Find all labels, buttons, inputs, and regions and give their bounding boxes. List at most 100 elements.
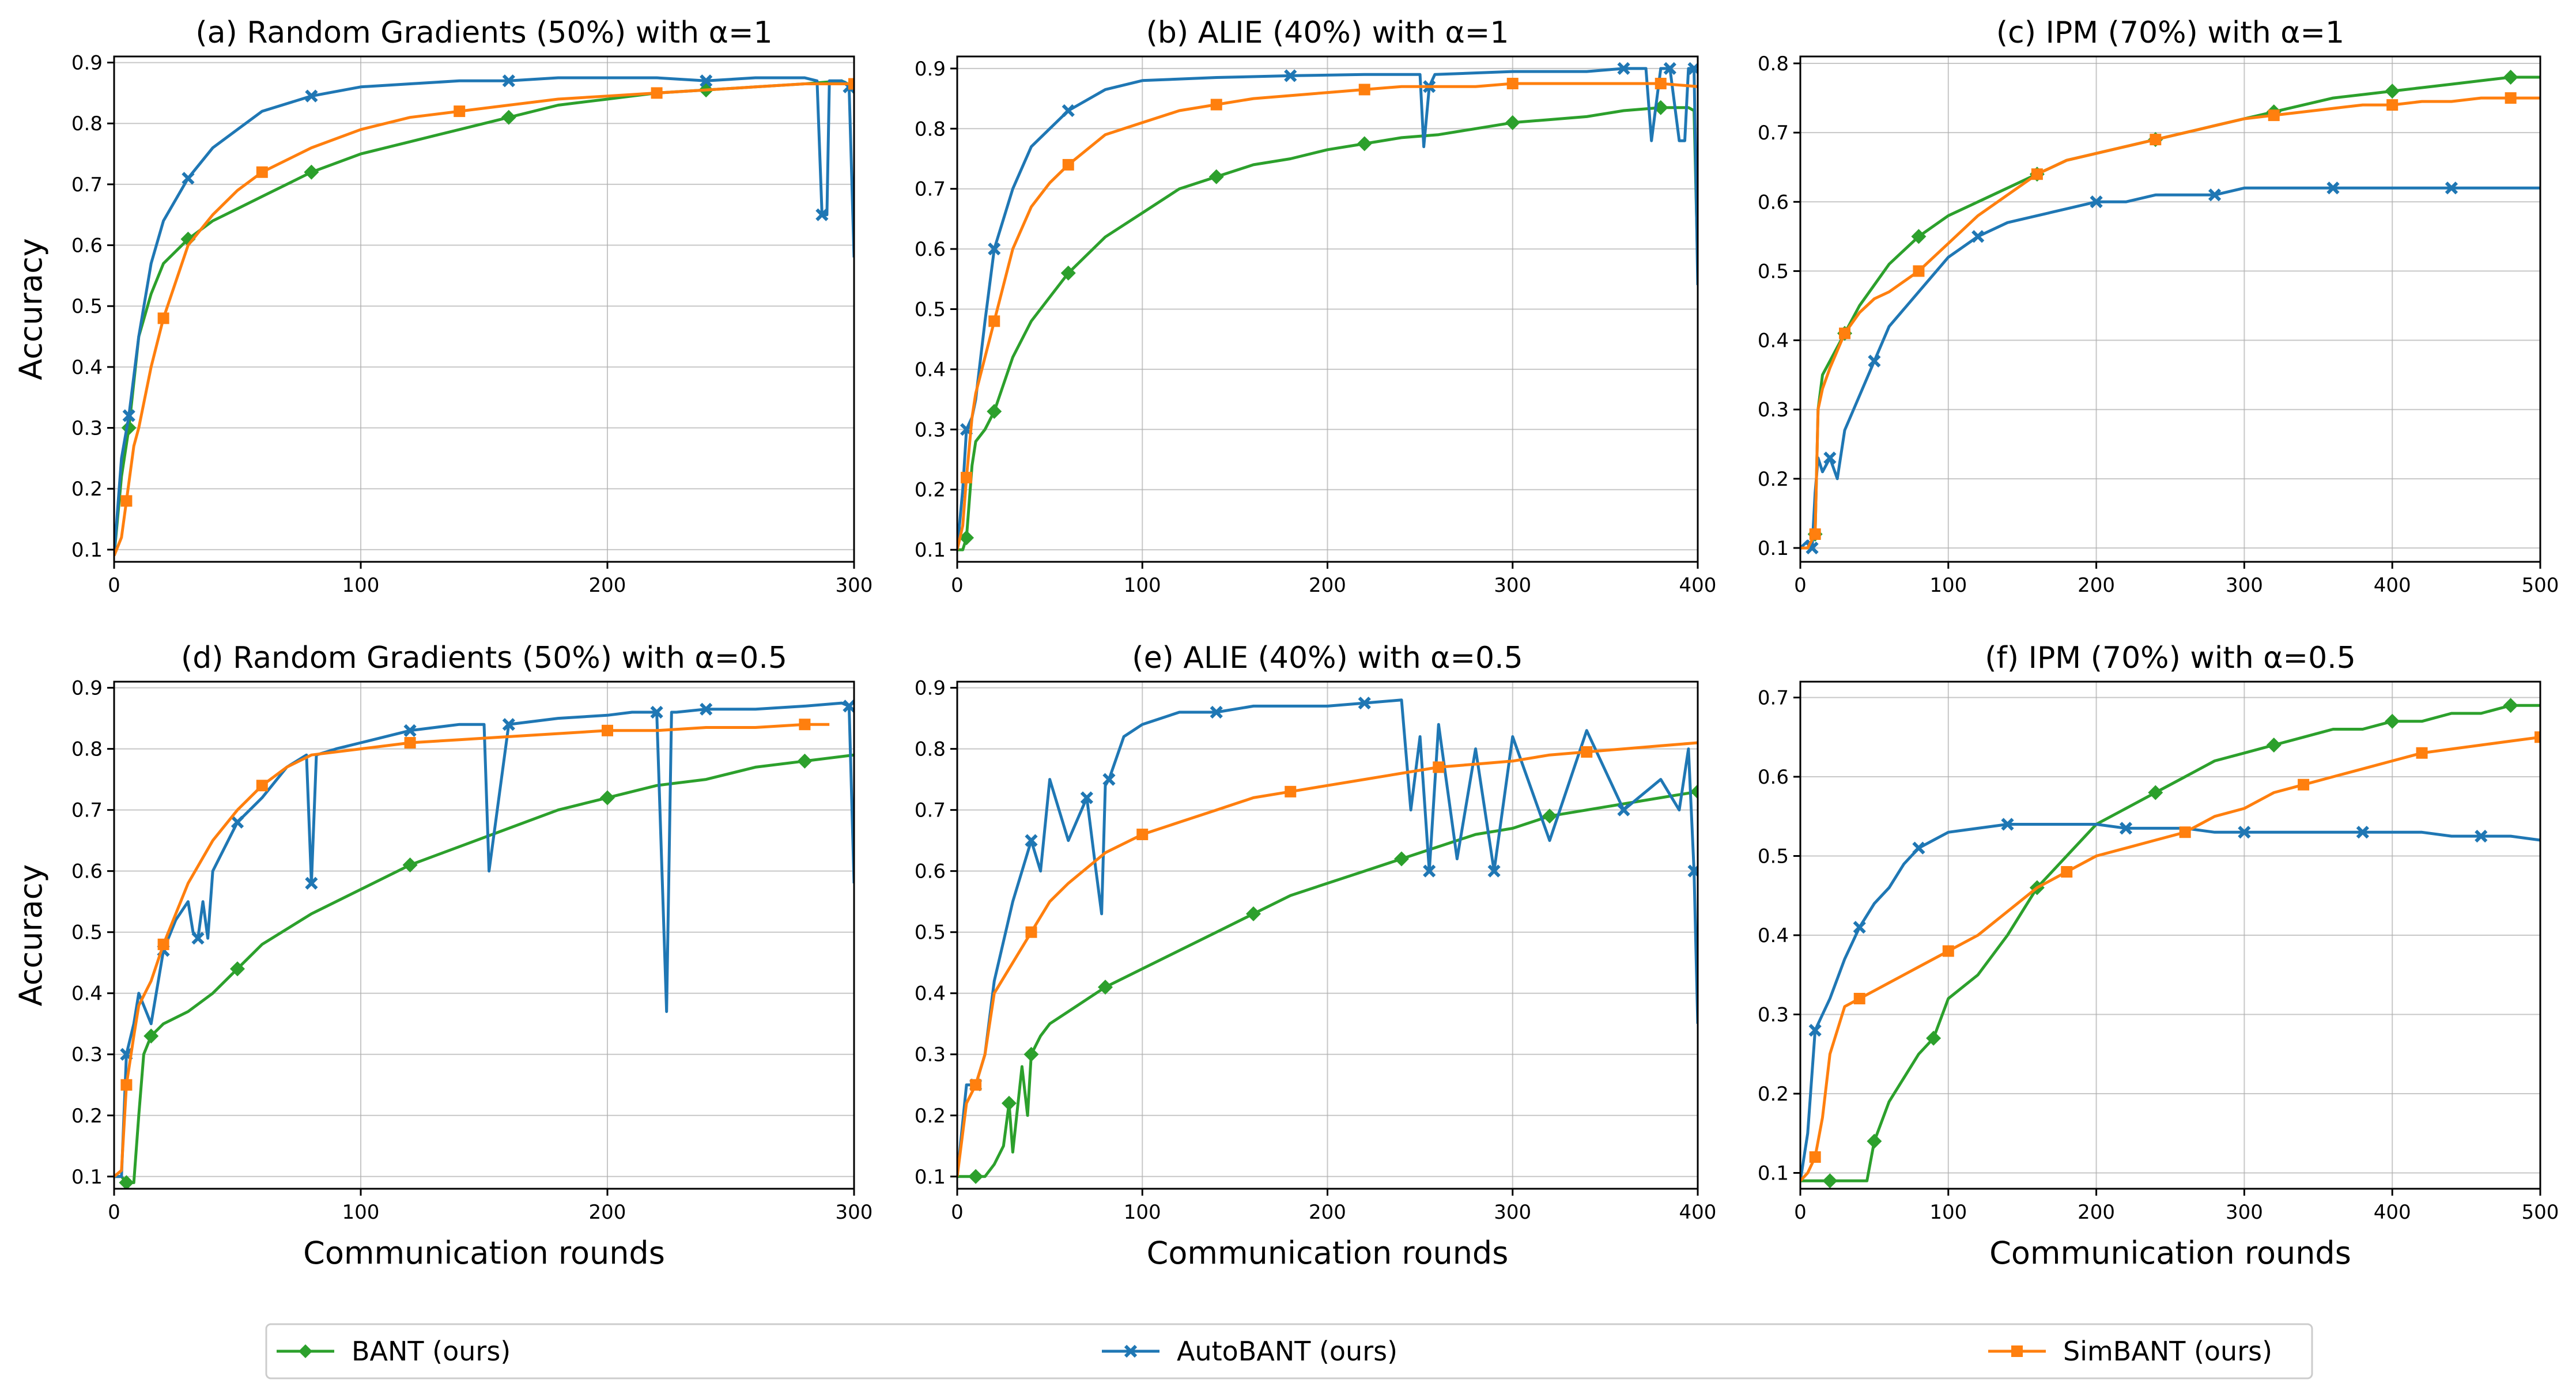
y-tick-label: 0.2 bbox=[915, 479, 946, 502]
data-point-marker bbox=[2179, 826, 2191, 838]
series-x bbox=[1800, 182, 2540, 555]
data-point-marker bbox=[2266, 738, 2282, 753]
data-point-marker bbox=[2535, 731, 2540, 743]
legend-frame bbox=[265, 1323, 2313, 1379]
panel-title: (b) ALIE (40%) with α=1 bbox=[1146, 16, 1509, 50]
y-tick-label: 0.4 bbox=[915, 358, 946, 381]
data-point-marker bbox=[402, 857, 418, 873]
data-point-marker bbox=[843, 700, 854, 713]
data-point-marker bbox=[501, 109, 516, 125]
series-line bbox=[957, 698, 1698, 1177]
y-tick-label: 0.3 bbox=[1758, 1004, 1789, 1027]
data-point-marker bbox=[1971, 230, 1985, 243]
series-line bbox=[957, 82, 1698, 550]
y-tick-label: 0.6 bbox=[71, 235, 103, 258]
y-tick-label: 0.4 bbox=[1758, 924, 1789, 947]
series-diamond bbox=[114, 753, 854, 1189]
data-point-marker bbox=[1285, 785, 1297, 797]
series-line bbox=[957, 790, 1698, 1178]
x-tick-label: 100 bbox=[342, 574, 380, 597]
data-point-marker bbox=[119, 1175, 134, 1189]
y-tick-label: 0.3 bbox=[915, 1044, 946, 1067]
data-point-marker bbox=[1867, 1133, 1882, 1149]
panel-title: (d) Random Gradients (50%) with α=0.5 bbox=[181, 641, 787, 675]
x-tick-label: 200 bbox=[1309, 574, 1346, 597]
data-point-marker bbox=[122, 409, 135, 422]
data-point-marker bbox=[2386, 99, 2399, 111]
y-tick-label: 0.3 bbox=[915, 418, 946, 441]
y-tick-label: 0.6 bbox=[915, 238, 946, 261]
y-tick-label: 0.5 bbox=[1758, 260, 1789, 283]
data-point-marker bbox=[1690, 784, 1698, 799]
data-point-marker bbox=[1809, 528, 1821, 540]
data-point-marker bbox=[305, 876, 318, 890]
x-axis-label: Communication rounds bbox=[303, 1235, 665, 1271]
legend-label-bant: BANT (ours) bbox=[352, 1336, 511, 1367]
data-point-marker bbox=[988, 242, 1001, 256]
data-point-marker bbox=[1433, 761, 1445, 773]
legend-entry-autobant: AutoBANT (ours) bbox=[1102, 1336, 1397, 1367]
x-tick-label: 0 bbox=[951, 1201, 964, 1224]
data-point-marker bbox=[1210, 99, 1222, 111]
data-point-marker bbox=[1358, 696, 1371, 710]
y-tick-label: 0.3 bbox=[1758, 399, 1789, 422]
y-tick-label: 0.4 bbox=[1758, 330, 1789, 353]
x-tick-label: 200 bbox=[2078, 574, 2115, 597]
data-point-marker bbox=[1839, 327, 1851, 339]
series-square bbox=[1800, 731, 2540, 1182]
data-point-marker bbox=[2416, 747, 2428, 759]
x-tick-label: 0 bbox=[1794, 1201, 1807, 1224]
series-line bbox=[957, 106, 1698, 551]
x-tick-label: 0 bbox=[951, 574, 964, 597]
y-tick-label: 0.9 bbox=[915, 58, 946, 81]
data-point-marker bbox=[1246, 906, 1261, 921]
data-point-marker bbox=[988, 315, 1000, 327]
data-point-marker bbox=[2238, 826, 2251, 839]
x-tick-label: 400 bbox=[1679, 574, 1717, 597]
data-point-marker bbox=[959, 530, 975, 546]
series-line bbox=[114, 701, 854, 1178]
data-point-marker bbox=[2298, 778, 2310, 791]
y-tick-label: 0.2 bbox=[1758, 1083, 1789, 1106]
y-tick-label: 0.3 bbox=[71, 1044, 103, 1067]
data-point-marker bbox=[2148, 785, 2163, 800]
series-line bbox=[114, 76, 854, 556]
y-tick-label: 0.9 bbox=[915, 677, 946, 700]
data-point-marker bbox=[700, 702, 713, 716]
data-point-marker bbox=[2385, 713, 2400, 729]
data-point-marker bbox=[1853, 993, 1865, 1004]
data-point-marker bbox=[987, 403, 1002, 419]
x-tick-label: 0 bbox=[1794, 574, 1807, 597]
x-tick-label: 200 bbox=[589, 574, 626, 597]
series-line bbox=[114, 753, 854, 1184]
data-point-marker bbox=[305, 89, 318, 103]
y-tick-label: 0.1 bbox=[71, 1166, 103, 1189]
data-point-marker bbox=[1025, 926, 1037, 938]
panel-5: 0 100 200 300 400 0.1 0.2 0.3 0.4 0.5 0.6 0.7 0.8 0.9… bbox=[915, 641, 1717, 1271]
y-tick-label: 0.8 bbox=[915, 118, 946, 141]
data-point-marker bbox=[1617, 803, 1630, 817]
y-tick-label: 0.5 bbox=[915, 921, 946, 944]
series-diamond bbox=[957, 100, 1698, 551]
legend-entry-simbant: SimBANT (ours) bbox=[1988, 1336, 2272, 1367]
data-point-marker bbox=[1913, 265, 1925, 277]
data-point-marker bbox=[191, 932, 205, 945]
data-point-marker bbox=[304, 164, 319, 180]
series-diamond bbox=[957, 784, 1698, 1184]
data-point-marker bbox=[1098, 980, 1113, 995]
data-point-marker bbox=[2475, 830, 2488, 843]
data-point-marker bbox=[1487, 864, 1501, 878]
data-point-marker bbox=[1505, 115, 1520, 130]
y-tick-label: 0.2 bbox=[915, 1105, 946, 1128]
data-point-marker bbox=[2268, 109, 2280, 122]
y-tick-label: 0.7 bbox=[71, 799, 103, 822]
data-point-marker bbox=[797, 753, 813, 769]
y-tick-label: 0.4 bbox=[915, 982, 946, 1006]
data-point-marker bbox=[157, 938, 169, 950]
data-point-marker bbox=[157, 312, 169, 324]
series-x bbox=[1800, 818, 2540, 1181]
data-point-marker bbox=[968, 1169, 984, 1184]
data-point-marker bbox=[1423, 864, 1436, 878]
data-point-marker bbox=[600, 790, 615, 806]
y-tick-label: 0.1 bbox=[1758, 1162, 1789, 1185]
